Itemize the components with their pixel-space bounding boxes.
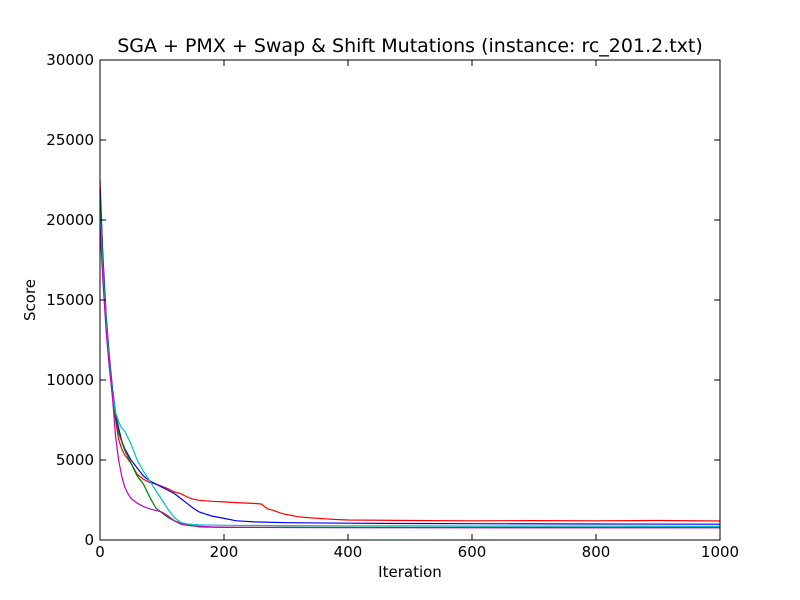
series-layer [99,179,721,529]
x-tick-label: 600 [458,543,487,561]
y-tick-label: 10000 [46,371,94,389]
y-tick-label: 5000 [56,451,94,469]
y-axis-label: Score [21,279,39,321]
y-tick-label: 0 [84,531,94,549]
plot-frame [99,59,721,541]
y-tick-label: 25000 [46,131,94,149]
series-line-3 [99,195,720,529]
ticks-layer: 0 200 400 600 800 100005000100001500020000250… [46,51,739,561]
x-tick-label: 200 [210,543,239,561]
series-line-5 [99,227,721,529]
x-tick-label: 0 [95,543,105,561]
x-tick-label: 400 [334,543,363,561]
x-tick-label: 800 [582,543,611,561]
chart-title: SGA + PMX + Swap & Shift Mutations (inst… [117,35,703,57]
series-line-1 [99,179,721,522]
x-axis-label: Iteration [378,563,442,581]
series-line-4 [99,211,721,528]
y-tick-label: 30000 [46,51,94,69]
series-line-2 [99,187,721,525]
x-tick-label: 1000 [701,543,739,561]
y-tick-label: 20000 [46,211,94,229]
y-tick-label: 15000 [46,291,94,309]
